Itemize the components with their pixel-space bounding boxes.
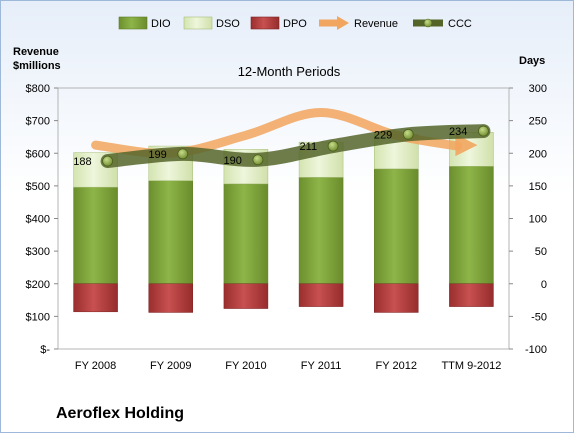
dio-bar <box>449 166 494 284</box>
ccc-data-label: 199 <box>148 149 166 161</box>
right-axis-tick-label: 0 <box>541 279 547 291</box>
legend-item: CCC <box>413 18 472 30</box>
chart-title: 12-Month Periods <box>238 64 341 79</box>
dpo-bar <box>298 283 344 307</box>
right-axis-tick-label: 150 <box>529 181 547 193</box>
ccc-point <box>102 155 113 167</box>
left-axis-tick-label: $200 <box>26 279 50 291</box>
ccc-point <box>327 140 339 152</box>
legend: DIO DSO DPO Revenue CCC <box>118 16 472 30</box>
dpo-bar <box>73 283 118 313</box>
legend-marker <box>423 18 433 28</box>
legend-arrowhead <box>337 16 349 30</box>
left-axis-tick-label: $400 <box>26 214 50 226</box>
legend-swatch <box>250 16 280 30</box>
left-axis-tick-label: $500 <box>26 181 50 193</box>
legend-label: DSO <box>216 18 240 30</box>
legend-label: CCC <box>448 18 472 30</box>
x-axis-tick-label: FY 2012 <box>376 360 417 372</box>
dpo-bar <box>449 283 494 307</box>
x-axis-tick-label: TTM 9-2012 <box>441 360 501 372</box>
legend-swatch <box>183 16 213 30</box>
axes-layer: $- $100 $200 $300 $400 $500 $600 $700 $800 -100 -5… <box>26 83 547 372</box>
legend-item: Revenue <box>319 16 398 30</box>
revenue-arrowhead <box>455 134 478 157</box>
left-axis-tick-label: $700 <box>26 116 50 128</box>
dpo-bar <box>148 283 193 313</box>
dio-bar <box>223 183 269 284</box>
left-axis-title-line-1: Revenue <box>13 46 59 58</box>
legend-item: DSO <box>183 16 240 30</box>
legend-label: DIO <box>151 18 171 30</box>
x-axis-tick-label: FY 2009 <box>150 360 191 372</box>
right-axis-tick-label: 100 <box>529 214 547 226</box>
x-axis-tick-label: FY 2008 <box>75 360 116 372</box>
right-axis-tick-label: -100 <box>525 344 547 356</box>
right-axis-tick-label: 50 <box>535 246 547 258</box>
left-axis-tick-label: $800 <box>26 83 50 95</box>
legend-label: DPO <box>283 18 307 30</box>
ccc-data-label: 229 <box>374 129 392 141</box>
right-axis-tick-label: 250 <box>529 116 547 128</box>
ccc-point <box>402 128 414 140</box>
dio-bar <box>73 186 118 284</box>
ccc-data-label: 211 <box>300 141 318 153</box>
left-axis-title-line-2: $millions <box>13 60 61 72</box>
ccc-point <box>478 125 489 137</box>
ccc-point <box>252 154 264 166</box>
dpo-bar <box>223 283 269 309</box>
ccc-data-label: 190 <box>224 155 242 167</box>
ccc-data-label: 234 <box>449 126 467 138</box>
left-axis-tick-label: $600 <box>26 148 50 160</box>
dio-bar <box>148 180 193 284</box>
left-axis-tick-label: $100 <box>26 311 50 323</box>
ccc-layer: 188 199 190 211 229 234 <box>73 124 491 169</box>
company-name: Aeroflex Holding <box>56 405 185 422</box>
dio-bar <box>374 168 419 284</box>
right-axis-tick-label: -50 <box>531 311 547 323</box>
legend-swatch <box>118 16 148 30</box>
left-axis-tick-label: $- <box>40 344 50 356</box>
ccc-point <box>177 148 189 160</box>
dio-bar <box>298 177 344 284</box>
legend-item: DPO <box>250 16 307 30</box>
right-axis-title: Days <box>519 55 546 67</box>
x-axis-tick-label: FY 2011 <box>301 360 342 372</box>
legend-item: DIO <box>118 16 171 30</box>
right-axis-tick-label: 300 <box>529 83 547 95</box>
legend-label: Revenue <box>354 18 398 30</box>
dpo-bar <box>374 283 419 313</box>
left-axis-tick-label: $300 <box>26 246 50 258</box>
ccc-data-label: 188 <box>73 156 91 168</box>
x-axis-tick-label: FY 2010 <box>225 360 266 372</box>
ccc-line <box>100 124 491 169</box>
left-axis-title: Revenue $millions <box>13 45 61 73</box>
right-axis-tick-label: 200 <box>529 148 547 160</box>
